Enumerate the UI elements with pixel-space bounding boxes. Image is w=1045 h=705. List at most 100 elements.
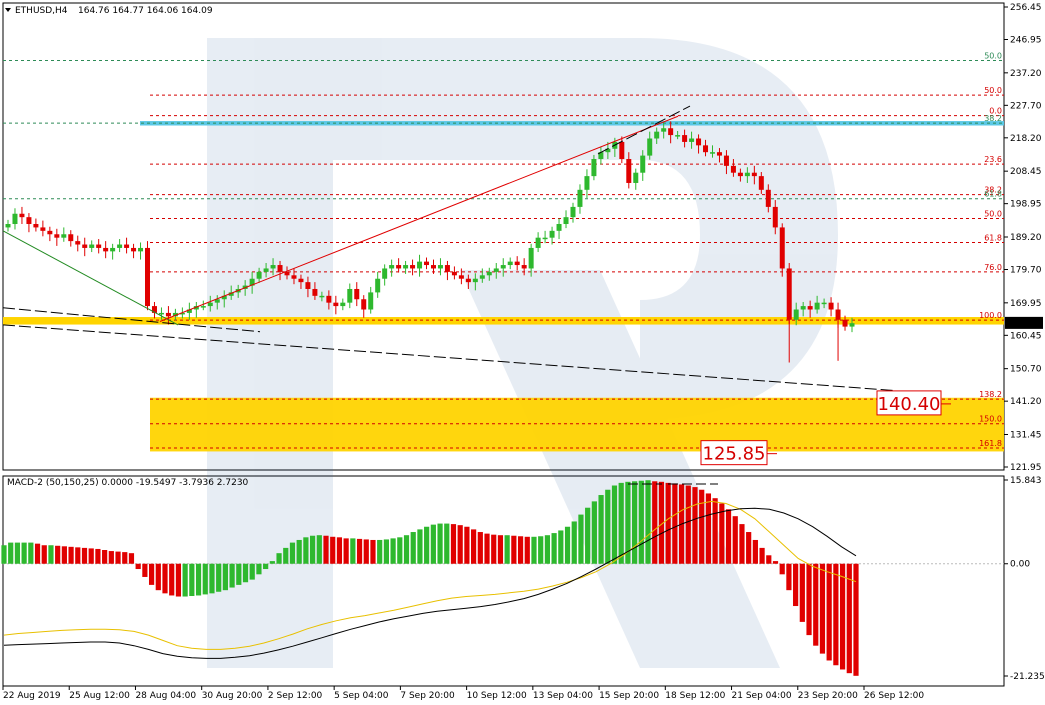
macd-bar (672, 483, 678, 564)
macd-bar (464, 526, 470, 564)
candle-body (689, 138, 695, 142)
candle-body (800, 306, 806, 310)
candle-body (647, 138, 653, 156)
candle-body (340, 302, 346, 307)
fib-lower-3-label: 50.0 (984, 210, 1002, 219)
target-1-label: 125.85 (703, 444, 766, 465)
macd-bar (538, 536, 544, 564)
macd-main-line (3, 507, 857, 659)
macd-bar (806, 563, 812, 636)
macd-bar (209, 563, 215, 594)
macd-bar (356, 538, 363, 564)
candle-body (842, 319, 848, 327)
candle-body (333, 302, 339, 307)
macd-bar (269, 561, 275, 564)
candle-body (172, 312, 178, 317)
macd-bar (95, 548, 101, 564)
macd-bar (81, 547, 88, 564)
candle-body (744, 172, 750, 177)
macd-bar (752, 539, 758, 564)
macd-bar (524, 536, 530, 564)
channel-line-left (2, 307, 261, 333)
candle-body (437, 265, 443, 269)
fib-lower-4-label: 61.8 (984, 233, 1002, 242)
watermark-leg (460, 270, 780, 668)
macd-bar (336, 537, 343, 564)
macd-bar (611, 485, 618, 564)
candle-body (165, 312, 171, 317)
macd-bar (531, 536, 537, 564)
macd-bar (383, 539, 389, 564)
candle-body (605, 148, 611, 153)
macd-bar (155, 563, 161, 591)
candle-body (765, 189, 771, 207)
candle-body (347, 288, 353, 303)
candle-body (361, 299, 367, 310)
macd-bar (598, 495, 604, 564)
macd-bar (799, 563, 805, 622)
resistance-band (140, 121, 1004, 126)
channel-line-top (597, 105, 691, 155)
price-tick-label: 121.95 (1010, 463, 1042, 473)
target-0-label: 140.40 (878, 394, 941, 415)
time-tick-label: 10 Sep 12:00 (467, 691, 527, 701)
macd-bar (692, 487, 698, 564)
fib-upper-2-label: 0.0 (989, 107, 1002, 116)
macd-bar (558, 530, 564, 564)
fib-lower-5-label: 76.0 (984, 263, 1002, 272)
ohlc-label: 164.76 164.77 164.06 164.09 (78, 6, 213, 16)
current-price-marker (1005, 316, 1043, 329)
macd-bar (564, 526, 571, 564)
macd-bar (242, 563, 249, 583)
candle-body (368, 292, 374, 310)
macd-bar (316, 535, 322, 564)
candle-body (549, 230, 555, 238)
candle-body (577, 189, 583, 207)
macd-bar (1, 545, 7, 564)
time-tick-label: 15 Sep 20:00 (599, 691, 659, 701)
macd-bar (175, 563, 182, 597)
candle-body (96, 244, 102, 248)
time-tick-label: 26 Sep 12:00 (864, 691, 924, 701)
macd-tick-label: 15.843 (1010, 476, 1042, 486)
candle-body (591, 159, 597, 177)
price-tick-label: 208.45 (1010, 167, 1042, 177)
candle-body (716, 152, 722, 156)
time-tick-label: 5 Sep 04:00 (334, 691, 389, 701)
macd-bar (551, 533, 557, 564)
candle-body (486, 271, 492, 276)
symbol-label: ETHUSD,H4 (15, 6, 68, 16)
macd-bar (484, 533, 490, 564)
candle-body (277, 265, 283, 272)
macd-bar (699, 489, 705, 564)
candle-body (709, 152, 715, 154)
macd-bar (511, 535, 517, 564)
macd-bar (471, 529, 477, 564)
macd-bar (102, 550, 108, 564)
candle-body (117, 244, 123, 248)
macd-bar (839, 563, 846, 670)
candle-body (835, 309, 841, 320)
candle-body (619, 141, 625, 160)
macd-bar (638, 480, 644, 564)
fib-lower-9-label: 161.8 (979, 439, 1002, 448)
macd-panel-frame (2, 475, 1005, 687)
macd-bar (544, 535, 551, 564)
fib-lower-2-label: 61.8 (984, 190, 1002, 199)
macd-bar (343, 538, 349, 564)
candle-body (410, 265, 416, 269)
candle-body (207, 302, 213, 307)
candle-body (633, 172, 639, 183)
price-tick-label: 141.20 (1010, 397, 1042, 407)
macd-bar (55, 545, 61, 564)
time-tick-label: 13 Sep 04:00 (533, 691, 593, 701)
macd-bar (14, 542, 21, 564)
candle-body (256, 271, 262, 279)
candle-body (451, 271, 457, 276)
candle-body (354, 288, 360, 300)
macd-bar (75, 547, 81, 564)
candle-body (430, 265, 436, 269)
macd-bar (216, 563, 222, 592)
candle-body (389, 265, 395, 269)
